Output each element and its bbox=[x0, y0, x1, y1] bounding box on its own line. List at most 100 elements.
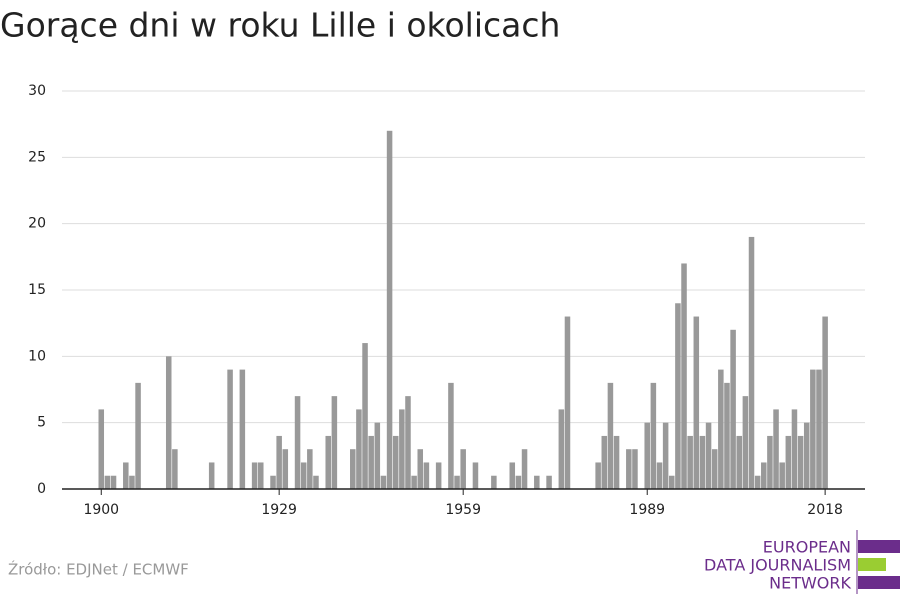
logo-bar bbox=[858, 540, 900, 553]
bar bbox=[423, 462, 430, 489]
chart-title: Gorące dni w roku Lille i okolicach bbox=[0, 6, 560, 45]
bar bbox=[270, 475, 276, 489]
bar bbox=[129, 475, 135, 489]
bar bbox=[534, 475, 540, 489]
bar bbox=[558, 409, 565, 489]
bar bbox=[368, 435, 374, 489]
bar bbox=[350, 449, 356, 489]
bar bbox=[748, 236, 755, 489]
bar bbox=[331, 396, 338, 489]
bar bbox=[392, 435, 399, 489]
bar bbox=[601, 435, 608, 489]
bar bbox=[300, 462, 307, 489]
bar bbox=[736, 435, 743, 489]
bar bbox=[399, 409, 405, 489]
y-tick-label: 30 bbox=[28, 83, 46, 99]
bar bbox=[718, 369, 724, 489]
x-tick-label: 2018 bbox=[807, 502, 843, 518]
x-tick-label: 1929 bbox=[261, 502, 297, 518]
bar bbox=[810, 369, 816, 489]
bar bbox=[227, 369, 233, 489]
bar bbox=[791, 409, 798, 489]
bar bbox=[730, 329, 736, 489]
bar bbox=[564, 316, 571, 489]
bar bbox=[98, 409, 105, 489]
bar bbox=[239, 369, 246, 489]
y-tick-label: 20 bbox=[28, 216, 46, 232]
x-tick-label: 1900 bbox=[83, 502, 119, 518]
bar bbox=[767, 435, 773, 489]
bar bbox=[123, 462, 129, 489]
bar bbox=[773, 409, 779, 489]
bar bbox=[754, 475, 761, 489]
y-tick-label: 5 bbox=[37, 415, 46, 431]
bar bbox=[613, 435, 620, 489]
y-tick-label: 0 bbox=[37, 481, 46, 497]
bar bbox=[172, 449, 178, 489]
bar bbox=[785, 435, 792, 489]
y-tick-label: 10 bbox=[28, 348, 46, 364]
bar bbox=[607, 382, 614, 489]
bar bbox=[374, 422, 381, 489]
bar bbox=[669, 475, 675, 489]
bar bbox=[356, 409, 362, 489]
bar bbox=[417, 449, 424, 489]
bar bbox=[135, 382, 141, 489]
bar bbox=[797, 435, 804, 489]
bar bbox=[362, 343, 368, 489]
bar bbox=[294, 396, 301, 489]
x-tick-label: 1989 bbox=[629, 502, 665, 518]
bar bbox=[803, 422, 810, 489]
bar bbox=[448, 382, 454, 489]
bar bbox=[411, 475, 417, 489]
bar bbox=[656, 462, 663, 489]
bar bbox=[742, 396, 749, 489]
bar bbox=[595, 462, 601, 489]
x-tick-label: 1959 bbox=[445, 502, 481, 518]
y-tick-label: 25 bbox=[28, 149, 46, 165]
bar bbox=[509, 462, 516, 489]
bar bbox=[693, 316, 700, 489]
bar bbox=[472, 462, 479, 489]
bar bbox=[761, 462, 767, 489]
bar bbox=[650, 382, 657, 489]
bar bbox=[325, 435, 331, 489]
bar bbox=[454, 475, 460, 489]
bar bbox=[681, 263, 687, 489]
logo-text: NETWORK bbox=[769, 574, 851, 593]
bar bbox=[110, 475, 117, 489]
bar bbox=[521, 449, 528, 489]
bar bbox=[165, 356, 172, 489]
y-tick-label: 15 bbox=[28, 282, 46, 298]
bar bbox=[644, 422, 650, 489]
bar bbox=[711, 449, 718, 489]
bar bbox=[313, 475, 319, 489]
bar bbox=[705, 422, 712, 489]
bar bbox=[251, 462, 258, 489]
bar bbox=[546, 475, 552, 489]
bar bbox=[386, 130, 393, 490]
bar bbox=[104, 475, 111, 489]
bar bbox=[380, 475, 387, 489]
bar bbox=[435, 462, 442, 489]
bar bbox=[632, 449, 638, 489]
bar bbox=[405, 396, 411, 489]
logo-bar bbox=[858, 576, 900, 589]
bar bbox=[675, 303, 681, 489]
bar bbox=[257, 462, 264, 489]
bar bbox=[822, 316, 828, 489]
logo-text: DATA JOURNALISM bbox=[704, 556, 851, 575]
bar bbox=[779, 462, 785, 489]
bar bbox=[662, 422, 669, 489]
bar bbox=[276, 435, 282, 489]
bar bbox=[208, 462, 215, 489]
bar bbox=[515, 475, 522, 489]
bar bbox=[460, 449, 466, 489]
bar bbox=[687, 435, 693, 489]
bar bbox=[626, 449, 632, 489]
logo-text: EUROPEAN bbox=[763, 538, 851, 557]
bar bbox=[282, 449, 289, 489]
logo-bar bbox=[858, 558, 886, 571]
bar bbox=[724, 382, 730, 489]
